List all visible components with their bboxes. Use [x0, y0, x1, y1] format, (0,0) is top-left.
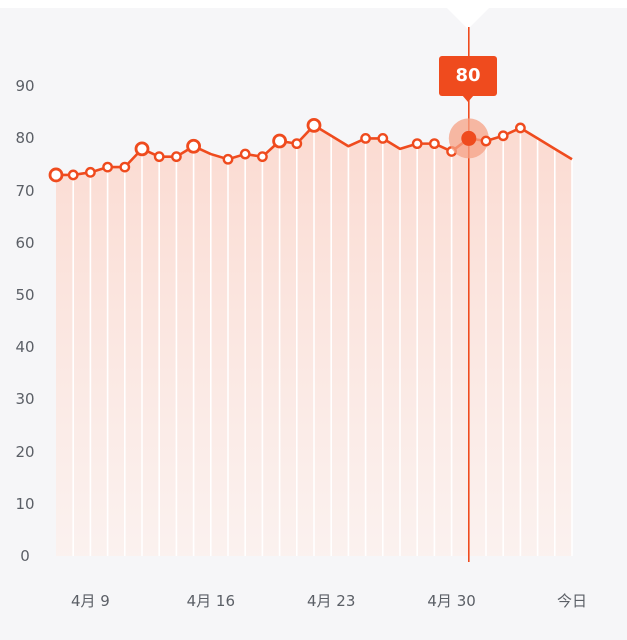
data-point[interactable]: [291, 138, 303, 150]
y-tick-label: 10: [15, 494, 35, 513]
data-point[interactable]: [377, 132, 389, 144]
data-point[interactable]: [428, 138, 440, 150]
y-tick-label: 50: [15, 286, 35, 304]
tooltip-tail: [462, 95, 474, 102]
data-point[interactable]: [480, 135, 492, 147]
data-point[interactable]: [360, 132, 371, 144]
x-tick-label: 4月 23: [306, 592, 356, 610]
data-point[interactable]: [48, 167, 64, 183]
y-tick-label: 0: [20, 547, 30, 565]
y-tick-label: 80: [15, 129, 35, 148]
y-tick-label: 30: [15, 390, 35, 409]
x-tick-label: 4月 16: [186, 592, 235, 610]
data-point[interactable]: [239, 148, 251, 160]
value-tooltip: 80: [439, 56, 497, 96]
y-tick-label: 90: [15, 77, 35, 96]
x-tick-label: 今日: [556, 592, 588, 610]
data-point[interactable]: [85, 166, 96, 178]
data-point[interactable]: [222, 153, 234, 165]
data-point[interactable]: [256, 151, 268, 163]
y-tick-label: 60: [15, 233, 35, 252]
data-point[interactable]: [186, 138, 202, 154]
pointer-notch: [447, 8, 489, 29]
data-point[interactable]: [67, 169, 79, 181]
data-point[interactable]: [170, 151, 182, 163]
data-point[interactable]: [134, 141, 150, 157]
y-tick-label: 70: [15, 181, 35, 200]
selected-data-point[interactable]: [461, 130, 477, 146]
data-point[interactable]: [272, 133, 288, 149]
data-point[interactable]: [497, 130, 509, 142]
x-tick-label: 4月 30: [427, 592, 476, 610]
y-tick-label: 40: [15, 338, 35, 357]
data-point[interactable]: [153, 151, 165, 163]
data-point[interactable]: [411, 138, 423, 150]
data-point[interactable]: [515, 122, 526, 134]
data-point[interactable]: [119, 161, 131, 173]
data-point[interactable]: [306, 117, 322, 133]
y-tick-label: 20: [15, 442, 35, 461]
data-point[interactable]: [102, 161, 114, 173]
x-tick-label: 4月 9: [70, 592, 110, 610]
